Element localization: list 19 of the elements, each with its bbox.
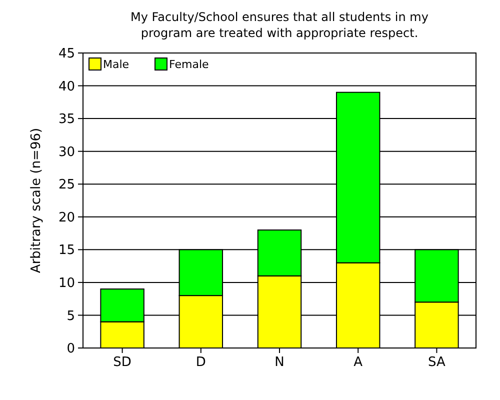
y-tick-label: 45 [58,46,75,62]
x-tick-label: SA [428,355,446,370]
y-tick-label: 20 [58,210,75,226]
x-tick-label: A [354,355,363,370]
y-tick-label: 0 [66,342,75,357]
y-axis-title: Arbitrary scale (n=96) [29,128,44,274]
x-tick-label: D [196,355,206,370]
y-tick-label: 10 [58,276,75,291]
y-tick-label: 5 [66,308,75,324]
x-tick-label: SD [113,355,132,370]
y-tick-label: 25 [58,178,75,193]
y-tick-label: 40 [58,79,75,94]
x-tick-label: N [274,355,284,370]
legend-label: Male [103,58,130,71]
chart-title: My Faculty/School ensures that all students in my program are treated with appropriate respect. [130,10,428,40]
y-tick-label: 30 [58,144,75,160]
y-tick-label: 35 [58,112,75,128]
legend-label: Female [169,58,210,71]
y-tick-label: 15 [58,243,75,258]
